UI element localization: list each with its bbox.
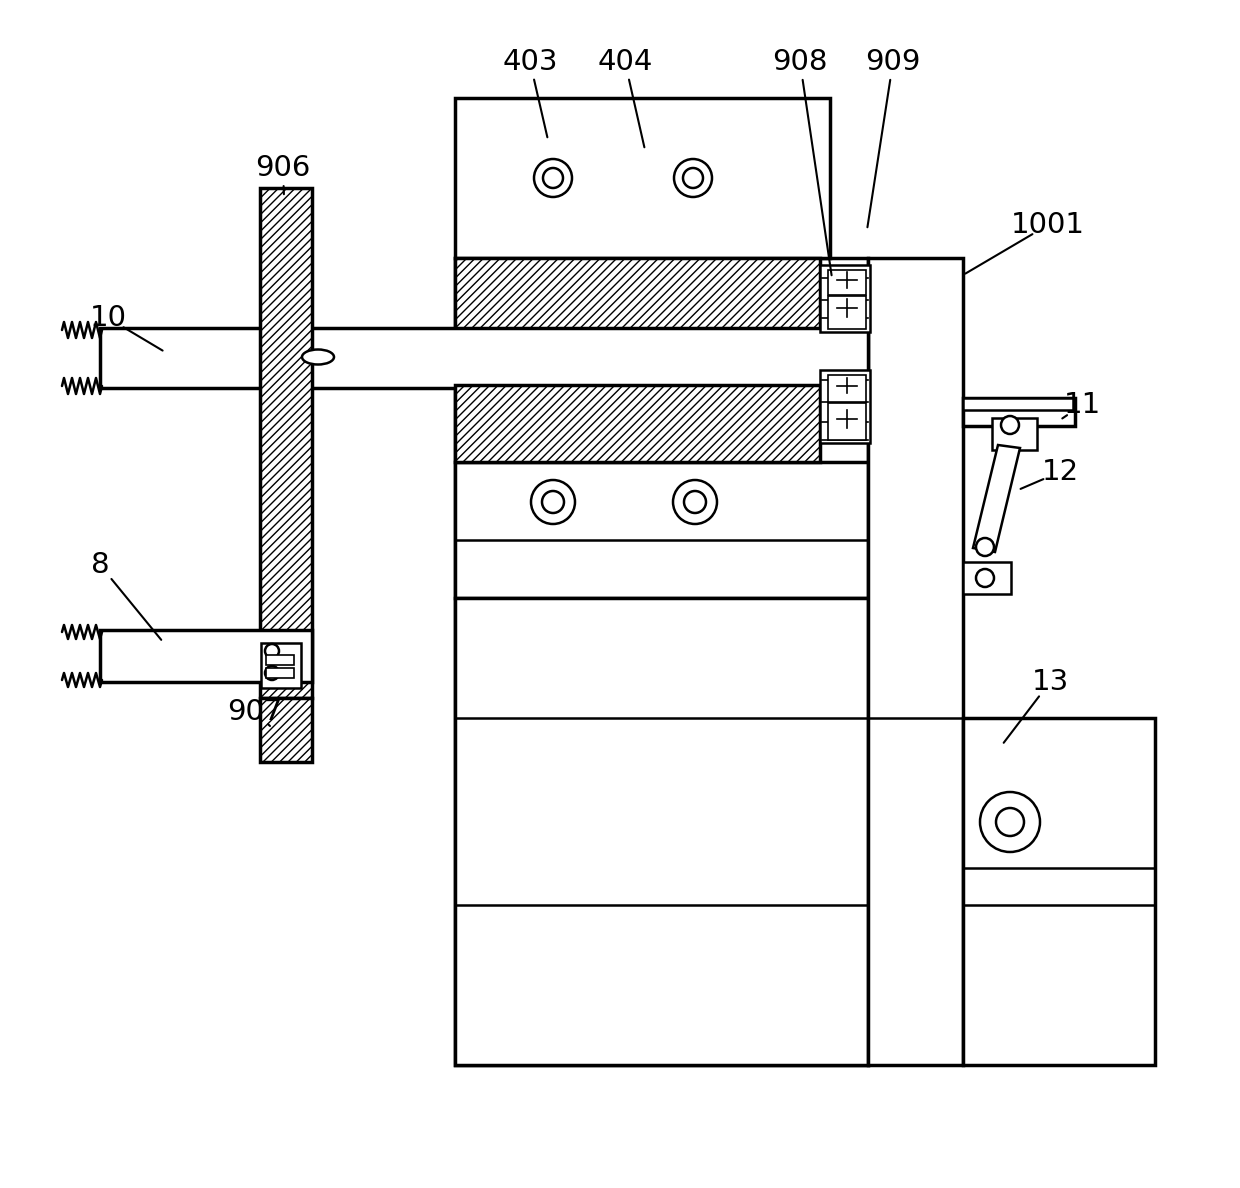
Circle shape	[542, 491, 564, 513]
Bar	[100, 328, 868, 388]
Polygon shape	[973, 446, 1021, 552]
Circle shape	[976, 538, 994, 556]
Circle shape	[980, 792, 1040, 852]
Bar	[455, 97, 830, 258]
Bar	[267, 668, 294, 678]
Circle shape	[534, 159, 572, 197]
Bar	[260, 643, 301, 688]
Bar	[828, 403, 866, 440]
Bar	[963, 718, 1154, 1064]
Circle shape	[976, 569, 994, 587]
Circle shape	[675, 159, 712, 197]
Bar	[868, 258, 963, 1064]
Ellipse shape	[303, 349, 334, 365]
Text: 403: 403	[502, 48, 558, 76]
Circle shape	[683, 168, 703, 188]
Text: 1001: 1001	[1011, 211, 1085, 239]
Text: 11: 11	[1064, 391, 1101, 419]
Bar	[963, 398, 1075, 410]
Circle shape	[684, 491, 706, 513]
Bar	[963, 562, 1011, 594]
Bar	[963, 398, 1075, 426]
Circle shape	[996, 808, 1024, 836]
Bar	[828, 270, 866, 295]
Text: 13: 13	[1032, 668, 1069, 696]
Text: 909: 909	[866, 48, 920, 76]
Bar	[100, 630, 312, 682]
Text: 907: 907	[227, 699, 283, 726]
Circle shape	[265, 644, 279, 658]
Bar	[267, 655, 294, 665]
Bar	[260, 699, 312, 762]
Bar	[455, 598, 868, 1064]
Circle shape	[543, 168, 563, 188]
Text: 906: 906	[255, 154, 311, 182]
Text: 908: 908	[773, 48, 828, 76]
Text: 12: 12	[1042, 459, 1079, 486]
Bar	[992, 418, 1037, 450]
Text: 8: 8	[91, 551, 109, 579]
Bar	[455, 385, 820, 462]
Bar	[455, 462, 868, 598]
Text: 10: 10	[89, 304, 126, 331]
Bar	[455, 258, 868, 1064]
Circle shape	[673, 480, 717, 524]
Circle shape	[531, 480, 575, 524]
Bar	[828, 375, 866, 402]
Bar	[455, 258, 820, 331]
Circle shape	[1001, 416, 1019, 434]
Text: 404: 404	[598, 48, 652, 76]
Circle shape	[265, 666, 279, 680]
Bar	[260, 188, 312, 699]
Bar	[828, 296, 866, 329]
Bar	[820, 265, 870, 331]
Bar	[820, 369, 870, 443]
